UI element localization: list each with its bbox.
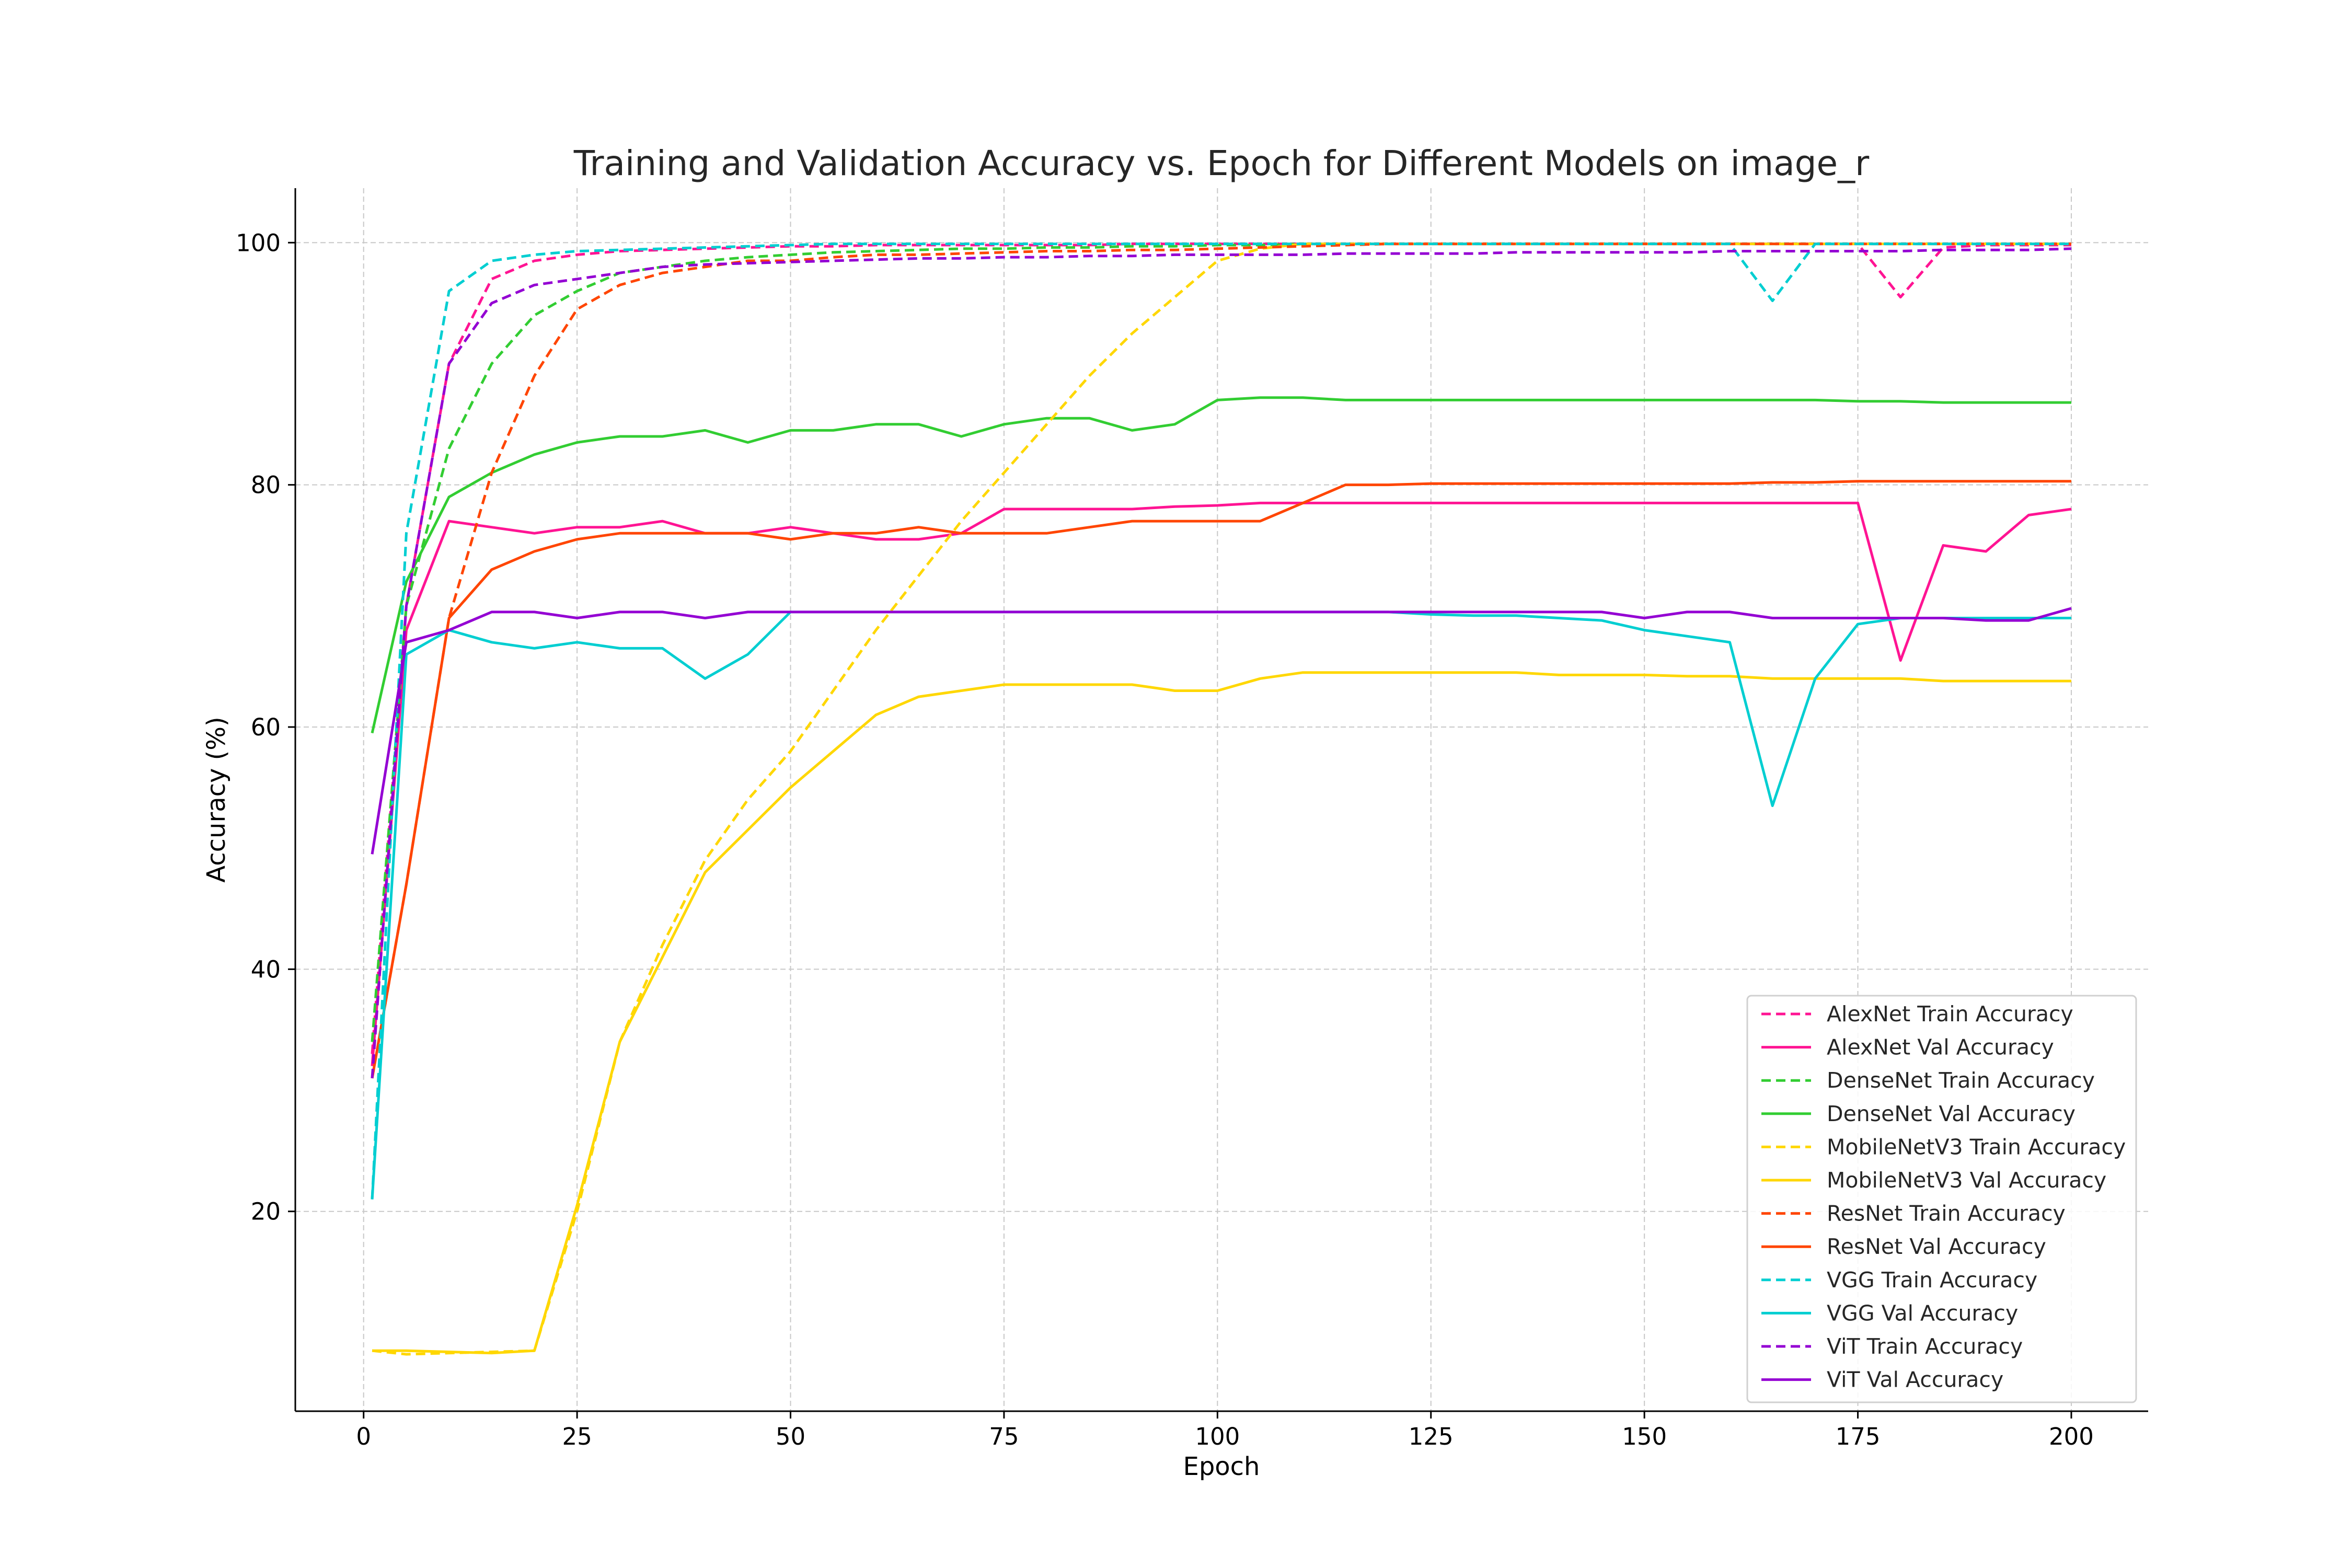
x-tick-label: 75 <box>989 1423 1019 1450</box>
x-ticks: 0 25 50 75 100 125 150 175 200 <box>356 1411 2094 1450</box>
x-tick-label: 25 <box>562 1423 592 1450</box>
x-axis-label: Epoch <box>1183 1452 1260 1481</box>
x-tick-label: 100 <box>1195 1423 1240 1450</box>
legend-label: ResNet Train Accuracy <box>1827 1201 2066 1226</box>
series-line-12 <box>371 607 2072 855</box>
y-tick-label: 80 <box>251 471 281 499</box>
series-lines <box>371 243 2072 1356</box>
legend-label: ResNet Val Accuracy <box>1827 1234 2046 1259</box>
legend: AlexNet Train Accuracy AlexNet Val Accura… <box>1746 995 2137 1403</box>
series-line-8 <box>371 480 2071 1079</box>
x-tick-label: 175 <box>1836 1423 1881 1450</box>
x-tick-label: 125 <box>1409 1423 1454 1450</box>
legend-label: ViT Train Accuracy <box>1827 1334 2023 1359</box>
axes <box>294 188 2148 1412</box>
series-line-11 <box>371 247 2072 1079</box>
y-tick-label: 100 <box>236 229 281 257</box>
chart-title: Training and Validation Accuracy vs. Epo… <box>573 143 1870 183</box>
series-line-4 <box>371 396 2071 734</box>
legend-label: DenseNet Val Accuracy <box>1827 1101 2076 1126</box>
legend-box <box>1746 995 2137 1403</box>
legend-label: DenseNet Train Accuracy <box>1827 1068 2095 1093</box>
x-tick-label: 50 <box>776 1423 805 1450</box>
grid-lines <box>295 188 2148 1411</box>
y-tick-label: 60 <box>251 713 281 741</box>
x-tick-label: 150 <box>1622 1423 1667 1450</box>
x-tick-label: 200 <box>2049 1423 2094 1450</box>
series-line-3 <box>371 243 2071 1042</box>
y-tick-label: 20 <box>251 1198 281 1226</box>
series-line-2 <box>371 501 2072 1066</box>
series-line-9 <box>371 243 2071 1200</box>
y-ticks: 20 40 60 80 100 <box>236 229 295 1226</box>
legend-label: AlexNet Train Accuracy <box>1827 1001 2073 1027</box>
legend-label: VGG Train Accuracy <box>1827 1267 2037 1293</box>
legend-label: MobileNetV3 Val Accuracy <box>1827 1168 2106 1193</box>
series-line-7 <box>371 243 2071 1079</box>
x-tick-label: 0 <box>356 1423 371 1450</box>
legend-label: VGG Val Accuracy <box>1827 1300 2018 1325</box>
legend-label: MobileNetV3 Train Accuracy <box>1827 1134 2126 1159</box>
legend-label: ViT Val Accuracy <box>1827 1367 2003 1392</box>
y-axis-label: Accuracy (%) <box>202 717 231 882</box>
legend-label: AlexNet Val Accuracy <box>1827 1035 2054 1060</box>
series-line-6 <box>372 671 2071 1355</box>
y-tick-label: 40 <box>251 955 281 983</box>
